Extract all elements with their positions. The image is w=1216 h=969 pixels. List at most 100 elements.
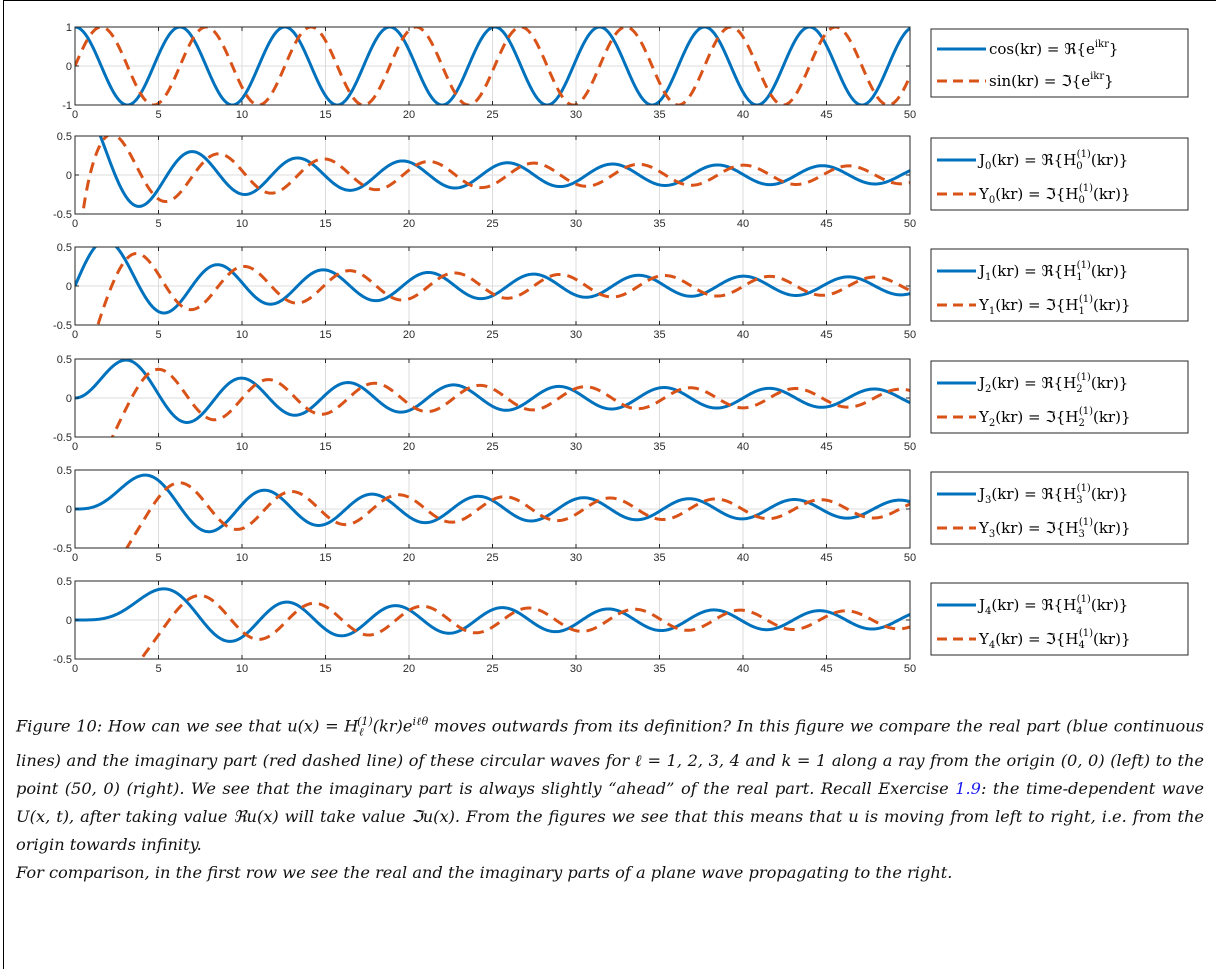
x-tick-label: 5 bbox=[155, 663, 161, 675]
x-tick-label: 45 bbox=[820, 109, 832, 121]
x-tick-label: 35 bbox=[653, 109, 665, 121]
x-tick-label: 40 bbox=[737, 441, 749, 453]
x-tick-label: 45 bbox=[820, 441, 832, 453]
x-tick-label: 15 bbox=[319, 441, 331, 453]
x-tick-label: 50 bbox=[904, 329, 916, 341]
subplot-2: 0 5 10 15 20 25 30 35 40 45 50-0.500.5J0(kr) = ℜ{H… bbox=[53, 97, 1188, 370]
legend: cos(kr) = ℜ{eikr} sin(kr) = ℑ{eikr} bbox=[931, 29, 1188, 97]
bessel-charts: 0 5 10 15 20 25 30 35 40 45 50-101cos(kr) = ℜ{eikr… bbox=[0, 0, 1216, 700]
x-tick-label: 25 bbox=[486, 218, 498, 230]
caption-label: Figure 10: bbox=[16, 716, 102, 735]
y-tick-label: -0.5 bbox=[53, 209, 72, 221]
y-tick-label: 1 bbox=[66, 22, 72, 34]
x-tick-label: 25 bbox=[486, 441, 498, 453]
x-tick-label: 20 bbox=[403, 552, 415, 564]
x-tick-label: 35 bbox=[653, 663, 665, 675]
y-tick-label: 0.5 bbox=[57, 576, 72, 588]
x-tick-label: 30 bbox=[570, 329, 582, 341]
x-tick-label: 30 bbox=[570, 218, 582, 230]
x-tick-label: 20 bbox=[403, 441, 415, 453]
legend-label: Y2(kr) = ℑ{H2(1)(kr)} bbox=[978, 406, 1131, 429]
x-tick-label: 45 bbox=[820, 218, 832, 230]
legend-entry: Y4(kr) = ℑ{H4(1)(kr)} bbox=[978, 628, 1131, 651]
x-tick-label: 0 bbox=[72, 552, 78, 564]
x-tick-label: 35 bbox=[653, 441, 665, 453]
x-tick-label: 30 bbox=[570, 552, 582, 564]
x-tick-label: 45 bbox=[820, 552, 832, 564]
x-tick-label: 0 bbox=[72, 218, 78, 230]
x-tick-label: 35 bbox=[653, 552, 665, 564]
x-tick-label: 35 bbox=[653, 329, 665, 341]
x-tick-label: 10 bbox=[236, 441, 248, 453]
y-tick-label: -0.5 bbox=[53, 320, 72, 332]
x-tick-label: 5 bbox=[155, 552, 161, 564]
x-tick-label: 10 bbox=[236, 329, 248, 341]
x-tick-label: 45 bbox=[820, 663, 832, 675]
legend-entry: Y0(kr) = ℑ{H0(1)(kr)} bbox=[978, 183, 1131, 206]
x-tick-label: 15 bbox=[319, 552, 331, 564]
x-tick-label: 0 bbox=[72, 663, 78, 675]
y-tick-label: 0.5 bbox=[57, 242, 72, 254]
x-tick-label: 50 bbox=[904, 552, 916, 564]
y-tick-label: -1 bbox=[62, 100, 72, 112]
x-tick-label: 50 bbox=[904, 441, 916, 453]
x-tick-label: 5 bbox=[155, 109, 161, 121]
x-tick-label: 0 bbox=[72, 109, 78, 121]
x-tick-label: 25 bbox=[486, 552, 498, 564]
x-tick-label: 10 bbox=[236, 663, 248, 675]
legend-label: Y3(kr) = ℑ{H3(1)(kr)} bbox=[978, 517, 1131, 540]
y-tick-label: 0.5 bbox=[57, 465, 72, 477]
x-tick-label: 50 bbox=[904, 218, 916, 230]
x-tick-label: 20 bbox=[403, 109, 415, 121]
x-tick-label: 10 bbox=[236, 109, 248, 121]
legend-entry: J2(kr) = ℜ{H2(1)(kr)} bbox=[977, 372, 1128, 395]
x-tick-label: 20 bbox=[403, 218, 415, 230]
x-tick-label: 40 bbox=[737, 109, 749, 121]
legend-entry: J1(kr) = ℜ{H1(1)(kr)} bbox=[977, 260, 1128, 283]
x-tick-label: 15 bbox=[319, 109, 331, 121]
legend-label: J0(kr) = ℜ{H0(1)(kr)} bbox=[977, 149, 1128, 172]
x-tick-label: 5 bbox=[155, 441, 161, 453]
x-tick-label: 40 bbox=[737, 663, 749, 675]
x-tick-label: 30 bbox=[570, 441, 582, 453]
y-tick-label: 0.5 bbox=[57, 131, 72, 143]
legend-label: J2(kr) = ℜ{H2(1)(kr)} bbox=[977, 372, 1128, 395]
legend: J3(kr) = ℜ{H3(1)(kr)} Y3(kr) = ℑ{H3(1)(kr… bbox=[931, 472, 1188, 544]
y-tick-label: -0.5 bbox=[53, 543, 72, 555]
exercise-link[interactable]: 1.9 bbox=[955, 779, 981, 798]
legend-label: J1(kr) = ℜ{H1(1)(kr)} bbox=[977, 260, 1128, 283]
y-tick-label: 0 bbox=[66, 170, 72, 182]
x-tick-label: 10 bbox=[236, 552, 248, 564]
y-tick-label: 0 bbox=[66, 615, 72, 627]
x-tick-label: 40 bbox=[737, 552, 749, 564]
legend-label: Y1(kr) = ℑ{H1(1)(kr)} bbox=[978, 294, 1131, 317]
y-tick-label: 0 bbox=[66, 281, 72, 293]
x-tick-label: 50 bbox=[904, 663, 916, 675]
x-tick-label: 25 bbox=[486, 329, 498, 341]
legend-label: J3(kr) = ℜ{H3(1)(kr)} bbox=[977, 483, 1128, 506]
legend-entry: J0(kr) = ℜ{H0(1)(kr)} bbox=[977, 149, 1128, 172]
y-tick-label: 0 bbox=[66, 61, 72, 73]
legend: J4(kr) = ℜ{H4(1)(kr)} Y4(kr) = ℑ{H4(1)(kr… bbox=[931, 583, 1188, 655]
figure-caption: Figure 10: How can we see that u(x) = Hℓ… bbox=[16, 708, 1204, 887]
legend-entry: Y1(kr) = ℑ{H1(1)(kr)} bbox=[978, 294, 1131, 317]
legend: J2(kr) = ℜ{H2(1)(kr)} Y2(kr) = ℑ{H2(1)(kr… bbox=[931, 361, 1188, 433]
legend: J1(kr) = ℜ{H1(1)(kr)} Y1(kr) = ℑ{H1(1)(kr… bbox=[931, 249, 1188, 321]
caption-paragraph-2: For comparison, in the first row we see … bbox=[16, 859, 1204, 887]
y-tick-label: 0 bbox=[66, 393, 72, 405]
x-tick-label: 5 bbox=[155, 218, 161, 230]
caption-text-1: How can we see that u(x) = H bbox=[108, 716, 359, 735]
legend-entry: J4(kr) = ℜ{H4(1)(kr)} bbox=[977, 594, 1128, 617]
legend-entry: J3(kr) = ℜ{H3(1)(kr)} bbox=[977, 483, 1128, 506]
x-tick-label: 20 bbox=[403, 663, 415, 675]
legend: J0(kr) = ℜ{H0(1)(kr)} Y0(kr) = ℑ{H0(1)(kr… bbox=[931, 138, 1188, 210]
legend-entry: Y3(kr) = ℑ{H3(1)(kr)} bbox=[978, 517, 1131, 540]
x-tick-label: 40 bbox=[737, 218, 749, 230]
legend-entry: Y2(kr) = ℑ{H2(1)(kr)} bbox=[978, 406, 1131, 429]
y-tick-label: 0.5 bbox=[57, 354, 72, 366]
x-tick-label: 25 bbox=[486, 109, 498, 121]
legend-label: Y0(kr) = ℑ{H0(1)(kr)} bbox=[978, 183, 1131, 206]
x-tick-label: 35 bbox=[653, 218, 665, 230]
caption-paragraph-1: Figure 10: How can we see that u(x) = Hℓ… bbox=[16, 708, 1204, 859]
caption-text-2: (kr)e bbox=[373, 716, 413, 735]
